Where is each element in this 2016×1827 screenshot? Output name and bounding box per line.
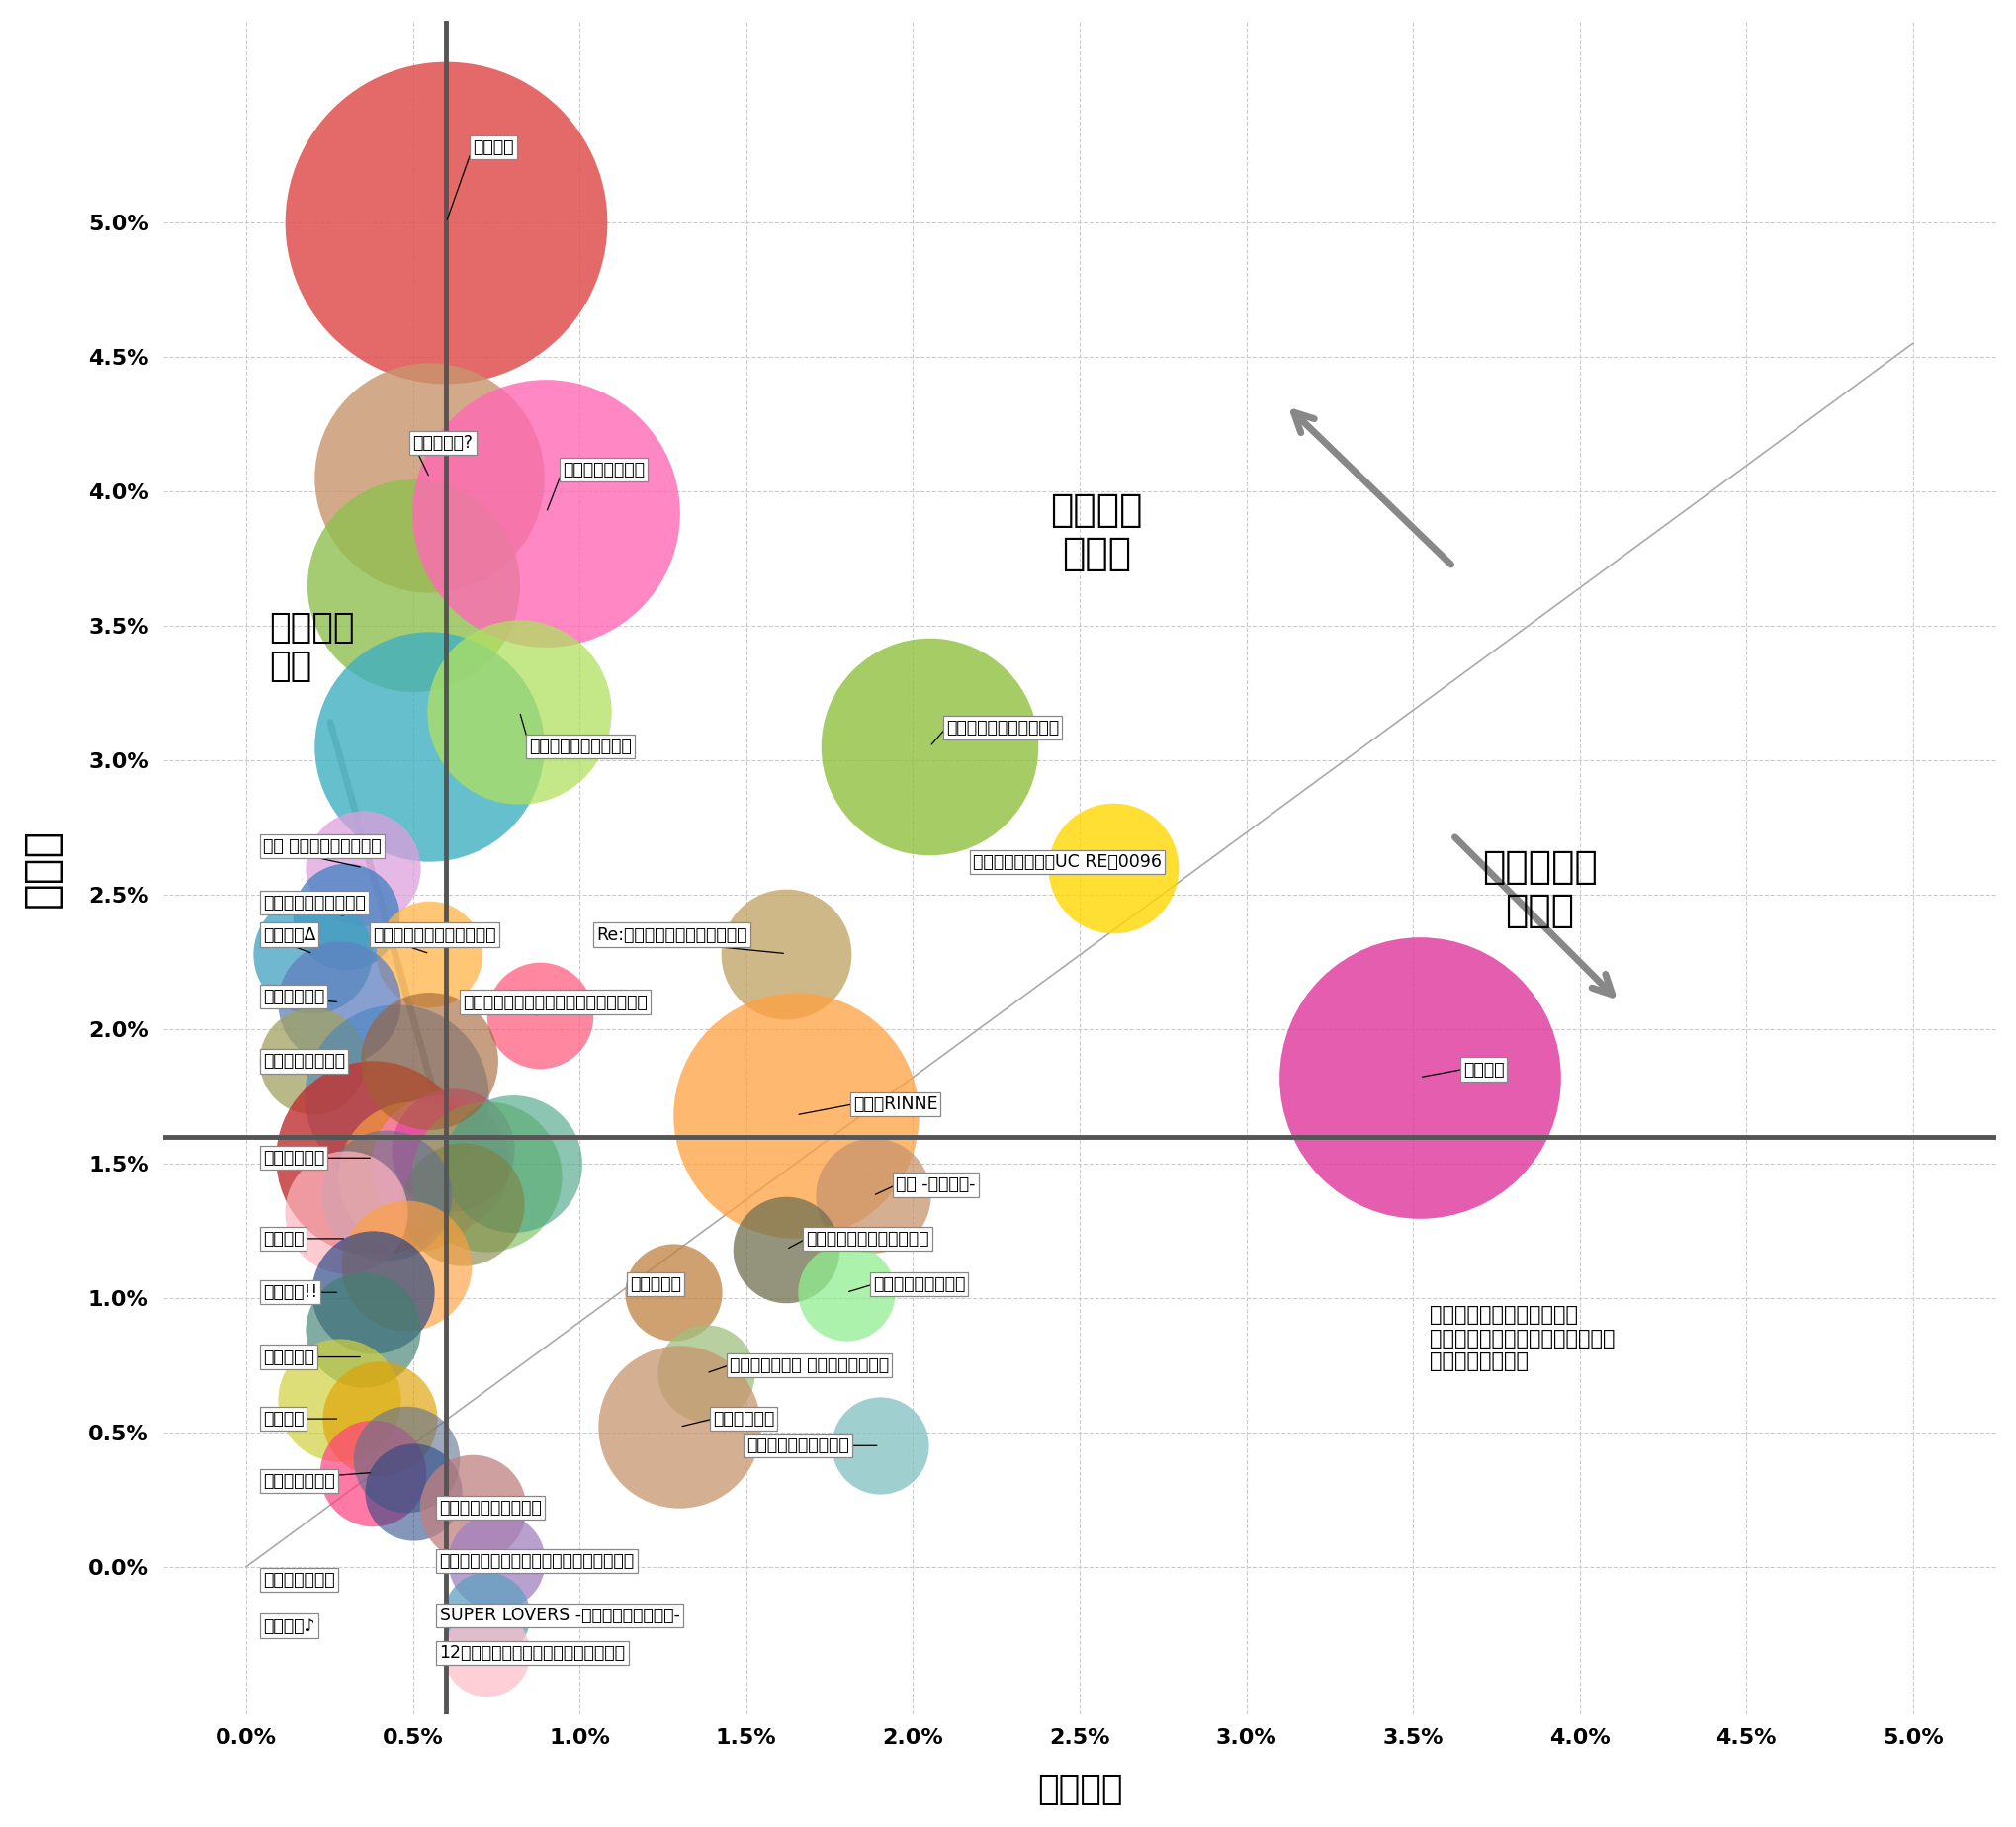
- Text: ふらいんぐういっち: ふらいんぐういっち: [873, 1275, 966, 1294]
- Point: [437, 1135, 470, 1164]
- Text: ネトゲの嫁は女の子じゃないと思った？: ネトゲの嫁は女の子じゃないと思った？: [462, 994, 647, 1010]
- Point: [397, 1162, 429, 1191]
- X-axis label: ライブ率: ライブ率: [1036, 1772, 1121, 1807]
- Text: 双星の陰陽師: 双星の陰陽師: [262, 988, 325, 1005]
- Text: キズナイーバー: キズナイーバー: [262, 1571, 335, 1589]
- Text: Re:ゼロから始める異世界生活: Re:ゼロから始める異世界生活: [597, 926, 746, 945]
- Text: ばくおん!!: ばくおん!!: [262, 1284, 317, 1301]
- Point: [770, 1235, 802, 1264]
- Point: [357, 1144, 389, 1173]
- Point: [347, 853, 379, 882]
- Text: マクロスΔ: マクロスΔ: [262, 926, 314, 945]
- Point: [831, 1277, 863, 1306]
- Point: [913, 733, 946, 762]
- Text: 学戦都市アスタリスク: 学戦都市アスタリスク: [439, 1498, 542, 1516]
- Point: [397, 570, 429, 599]
- Point: [379, 1082, 411, 1111]
- Point: [389, 1251, 421, 1281]
- Point: [413, 939, 446, 968]
- Point: [1403, 1063, 1435, 1093]
- Point: [1097, 853, 1129, 882]
- Text: 再生視聴
が多い: 再生視聴 が多い: [1050, 491, 1141, 572]
- Point: [780, 1100, 812, 1129]
- Text: 暗殺教室: 暗殺教室: [472, 139, 514, 155]
- Y-axis label: 再生率: 再生率: [20, 828, 62, 908]
- Text: あんハピ♪: あんハピ♪: [262, 1617, 314, 1635]
- Point: [323, 987, 355, 1016]
- Point: [423, 1149, 456, 1178]
- Text: 円の大きさ：平均総接触率
（ライブ率＋再生率の全話合計を
　話数で平均化）: 円の大きさ：平均総接触率 （ライブ率＋再生率の全話合計を 話数で平均化）: [1429, 1304, 1615, 1370]
- Text: くまみこ: くまみこ: [262, 1230, 304, 1248]
- Point: [770, 939, 802, 968]
- Text: エンドライド: エンドライド: [712, 1410, 774, 1427]
- Text: ライブ視聴
が多い: ライブ視聴 が多い: [1482, 848, 1597, 930]
- Text: 文豪ストレイドッグス: 文豪ストレイドッグス: [262, 893, 365, 912]
- Text: 迷家 -マヨイガ-: 迷家 -マヨイガ-: [895, 1177, 976, 1193]
- Point: [413, 1047, 446, 1076]
- Text: 12歳。〜ちっちゃなムネのトキメキ〜: 12歳。〜ちっちゃなムネのトキメキ〜: [439, 1644, 625, 1661]
- Text: 少年メイド: 少年メイド: [629, 1275, 681, 1294]
- Text: 三者三葉: 三者三葉: [262, 1410, 304, 1427]
- Text: 逆転裁判: 逆転裁判: [1462, 1060, 1504, 1078]
- Text: SUPER LOVERS -スーパーラヴァーズ-: SUPER LOVERS -スーパーラヴァーズ-: [439, 1606, 679, 1624]
- Point: [357, 1277, 389, 1306]
- Point: [369, 1180, 401, 1209]
- Text: 境界のRINNE: 境界のRINNE: [853, 1096, 937, 1113]
- Point: [323, 1385, 355, 1414]
- Text: テラフォーマーズリベンジ: テラフォーマーズリベンジ: [806, 1230, 929, 1248]
- Point: [480, 1547, 512, 1577]
- Text: ハイスクールフリート: ハイスクールフリート: [746, 1436, 849, 1454]
- Point: [470, 1162, 502, 1191]
- Text: マギ シンドバッドの冒険: マギ シンドバッドの冒険: [262, 837, 381, 855]
- Point: [456, 1493, 488, 1522]
- Point: [413, 733, 446, 762]
- Text: クロムクロ: クロムクロ: [262, 1348, 314, 1367]
- Text: 甲鉄城のカバネリ: 甲鉄城のカバネリ: [562, 460, 645, 479]
- Text: 機動戦士ガンダムUC RE：0096: 機動戦士ガンダムUC RE：0096: [972, 853, 1161, 871]
- Point: [296, 939, 329, 968]
- Point: [470, 1639, 502, 1668]
- Point: [470, 1600, 502, 1630]
- Point: [857, 1180, 889, 1209]
- Point: [413, 462, 446, 491]
- Text: 僕のヒーローアカデミア: 僕のヒーローアカデミア: [946, 718, 1058, 736]
- Point: [347, 1315, 379, 1345]
- Point: [363, 1405, 395, 1434]
- Text: うしおととら: うしおととら: [262, 1149, 325, 1167]
- Point: [524, 1001, 556, 1030]
- Point: [689, 1359, 722, 1389]
- Point: [663, 1412, 696, 1442]
- Point: [657, 1277, 689, 1306]
- Point: [357, 1458, 389, 1487]
- Point: [504, 698, 536, 727]
- Point: [389, 1445, 421, 1474]
- Text: ジョジョの奇妙な冒険: ジョジョの奇妙な冒険: [530, 738, 631, 756]
- Point: [397, 1476, 429, 1505]
- Text: ジョーカーゲーム: ジョーカーゲーム: [262, 1052, 345, 1071]
- Point: [530, 499, 562, 528]
- Point: [863, 1431, 895, 1460]
- Point: [446, 1189, 478, 1219]
- Text: 田中くんはいつもけだるげ: 田中くんはいつもけだるげ: [373, 926, 496, 945]
- Point: [496, 1149, 528, 1178]
- Text: 坂本ですが?: 坂本ですが?: [413, 433, 474, 451]
- Point: [429, 208, 462, 238]
- Point: [331, 1197, 363, 1226]
- Text: 聖戦ケルベロス 竜刻のファタリテ: 聖戦ケルベロス 竜刻のファタリテ: [730, 1356, 889, 1374]
- Text: コンクリート・レボルティオ〜超人幻想〜: コンクリート・レボルティオ〜超人幻想〜: [439, 1553, 635, 1569]
- Text: ビッグオーダー: ビッグオーダー: [262, 1473, 335, 1489]
- Point: [296, 1047, 329, 1076]
- Text: 全アニメ
平均: 全アニメ 平均: [270, 610, 355, 683]
- Point: [331, 901, 363, 930]
